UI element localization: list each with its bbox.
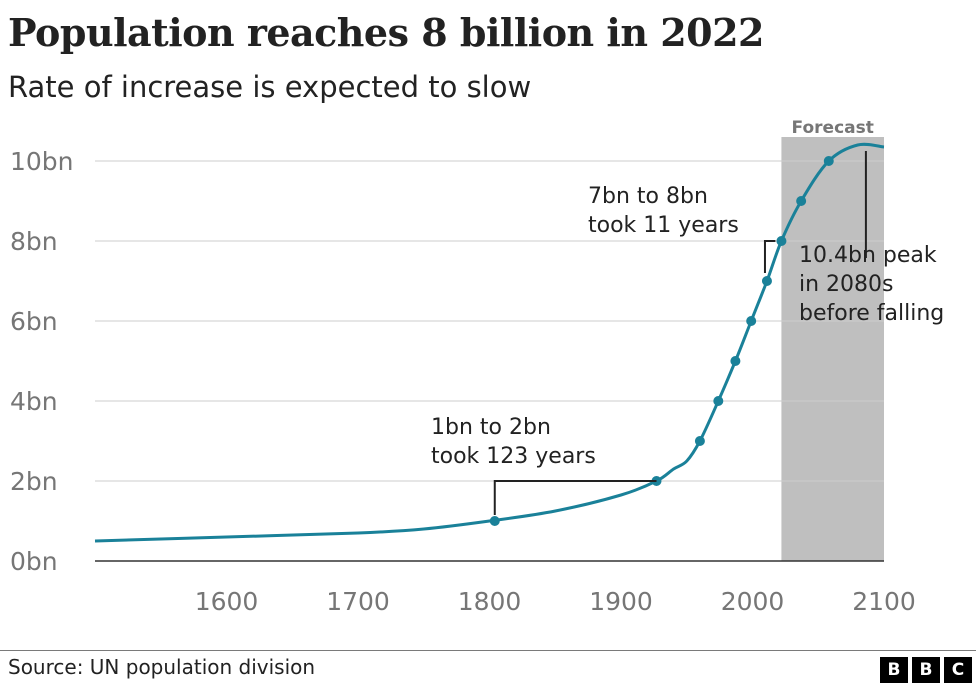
annotation-7bn-8bn-line1: 7bn to 8bn: [588, 184, 708, 209]
annotation-peak-line3: before falling: [799, 301, 944, 326]
x-tick-label: 2000: [721, 587, 785, 616]
annotation-bracket-7bn-8bn: [763, 240, 776, 273]
y-tick-label: 8bn: [10, 227, 58, 256]
y-tick-label: 10bn: [10, 147, 74, 176]
population-line-chart: Forecast 0bn 2bn 4bn 6bn 8bn 10bn 1600 1700 1800 1…: [10, 118, 944, 616]
milestone-point: [746, 316, 757, 326]
chart-title: Population reaches 8 billion in 2022: [8, 10, 764, 55]
footer-divider: [0, 650, 976, 651]
milestone-point: [761, 276, 772, 286]
population-series-line: [94, 142, 885, 543]
y-tick-label: 4bn: [10, 387, 58, 416]
bbc-logo: B B C: [880, 657, 972, 683]
annotation-peak-line2: in 2080s: [799, 272, 894, 297]
x-tick-label: 1900: [589, 587, 653, 616]
x-tick-label: 2100: [852, 587, 916, 616]
y-tick-label: 2bn: [10, 467, 58, 496]
forecast-label: Forecast: [792, 118, 874, 138]
annotation-1bn-2bn-line1: 1bn to 2bn: [431, 415, 551, 440]
y-tick-label: 0bn: [10, 547, 58, 576]
x-tick-label: 1800: [458, 587, 522, 616]
milestone-point: [489, 516, 500, 526]
chart-subtitle: Rate of increase is expected to slow: [8, 70, 532, 104]
milestone-point: [713, 396, 724, 406]
milestone-point: [730, 356, 741, 366]
milestone-point: [776, 236, 787, 246]
milestone-point: [796, 196, 807, 206]
source-note: Source: UN population division: [8, 655, 316, 679]
x-tick-label: 1600: [195, 587, 259, 616]
y-tick-label: 6bn: [10, 307, 58, 336]
milestone-point: [823, 156, 834, 166]
annotation-bracket-1bn-2bn: [493, 480, 657, 515]
x-tick-label: 1700: [326, 587, 390, 616]
annotation-7bn-8bn-line2: took 11 years: [588, 213, 739, 238]
bbc-logo-letter-2: B: [912, 657, 940, 683]
bbc-logo-letter-3: C: [944, 657, 972, 683]
annotation-peak-line1: 10.4bn peak: [799, 243, 937, 268]
annotation-1bn-2bn-line2: took 123 years: [431, 444, 596, 469]
bbc-logo-letter-1: B: [880, 657, 908, 683]
milestone-point: [694, 436, 705, 446]
